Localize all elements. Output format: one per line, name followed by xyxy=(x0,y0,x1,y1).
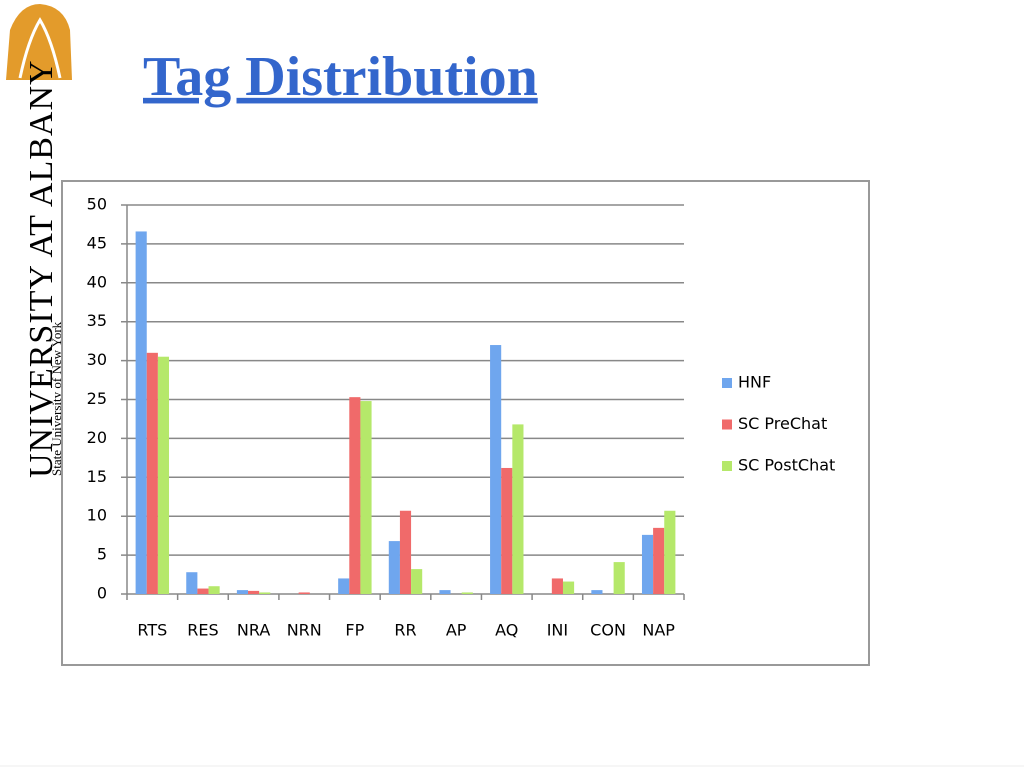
logo-name: UNIVERSITY AT ALBANY xyxy=(23,59,60,478)
y-tick-label: 15 xyxy=(87,467,107,486)
x-tick-label: AQ xyxy=(495,621,518,640)
legend-label: SC PostChat xyxy=(738,456,835,475)
bar xyxy=(512,424,524,594)
y-tick-label: 25 xyxy=(87,389,107,408)
bar xyxy=(591,590,603,594)
bar xyxy=(399,510,412,594)
bar xyxy=(298,592,310,594)
x-tick-label: FP xyxy=(345,621,364,640)
bar xyxy=(146,352,158,594)
bar xyxy=(157,356,170,594)
x-tick-label: NRN xyxy=(287,621,322,640)
legend-swatch xyxy=(722,378,732,388)
x-tick-label: RTS xyxy=(137,621,167,640)
y-tick-label: 30 xyxy=(87,350,107,369)
bar xyxy=(349,397,361,594)
bar xyxy=(439,590,451,594)
y-tick-label: 35 xyxy=(87,311,107,330)
y-tick-label: 5 xyxy=(97,545,107,564)
bar xyxy=(641,534,654,594)
bar xyxy=(461,592,473,594)
legend-label: HNF xyxy=(738,373,771,392)
x-tick-label: RES xyxy=(187,621,218,640)
bar xyxy=(613,562,625,594)
y-tick-label: 45 xyxy=(87,233,107,252)
y-tick-label: 50 xyxy=(87,195,107,214)
bar xyxy=(338,578,350,594)
legend-swatch xyxy=(722,419,732,430)
x-tick-label: RR xyxy=(394,621,416,640)
bar xyxy=(197,588,209,594)
bar xyxy=(490,345,502,594)
bar xyxy=(135,231,147,594)
x-tick-label: NRA xyxy=(237,621,270,640)
x-tick-label: AP xyxy=(446,621,467,640)
y-tick-label: 10 xyxy=(87,506,107,525)
logo-mark-detail xyxy=(18,17,62,79)
slide-title: Tag Distribution xyxy=(143,46,538,108)
bar xyxy=(551,578,563,594)
bar xyxy=(186,572,198,594)
bar xyxy=(411,569,423,594)
logo-subtitle: State University of New York xyxy=(49,321,64,476)
bar xyxy=(501,467,513,594)
bar xyxy=(653,527,665,594)
x-tick-label: NAP xyxy=(642,621,675,640)
x-tick-label: CON xyxy=(590,621,626,640)
legend-swatch xyxy=(722,461,732,471)
bar xyxy=(664,510,676,594)
bar xyxy=(360,401,372,594)
legend-label: SC PreChat xyxy=(738,414,827,433)
y-tick-label: 20 xyxy=(87,428,107,447)
bar xyxy=(236,590,249,594)
bar xyxy=(388,541,400,594)
bar xyxy=(259,592,271,594)
y-tick-label: 40 xyxy=(87,272,107,291)
bar xyxy=(208,586,220,594)
bar xyxy=(248,590,260,594)
x-tick-label: INI xyxy=(547,621,568,640)
bar xyxy=(562,581,575,594)
y-tick-label: 0 xyxy=(97,584,107,603)
